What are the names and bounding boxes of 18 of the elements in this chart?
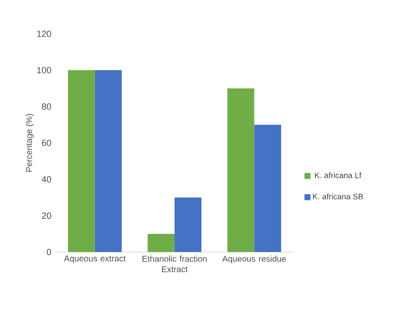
bar — [148, 234, 175, 252]
y-tick-label: 120 — [37, 30, 52, 37]
y-tick-label: 80 — [42, 103, 52, 110]
x-axis-title: Extract — [162, 266, 188, 272]
x-tick-label: Ethanolic fraction — [142, 256, 207, 262]
y-tick-label: 40 — [42, 176, 52, 182]
x-tick-label: Aqueous residue — [222, 256, 286, 264]
bar — [227, 88, 254, 252]
y-tick-label: 0 — [46, 248, 52, 256]
x-tick-label: Aqueous extract — [64, 256, 126, 264]
bar — [174, 197, 202, 252]
y-tick-label: 60 — [42, 140, 52, 146]
y-tick-label: 20 — [42, 212, 52, 219]
bar — [94, 70, 122, 252]
bar — [254, 124, 282, 252]
y-tick-label: 100 — [37, 67, 52, 74]
bar — [68, 70, 95, 252]
y-axis-title: Percentage (%) — [26, 114, 34, 172]
